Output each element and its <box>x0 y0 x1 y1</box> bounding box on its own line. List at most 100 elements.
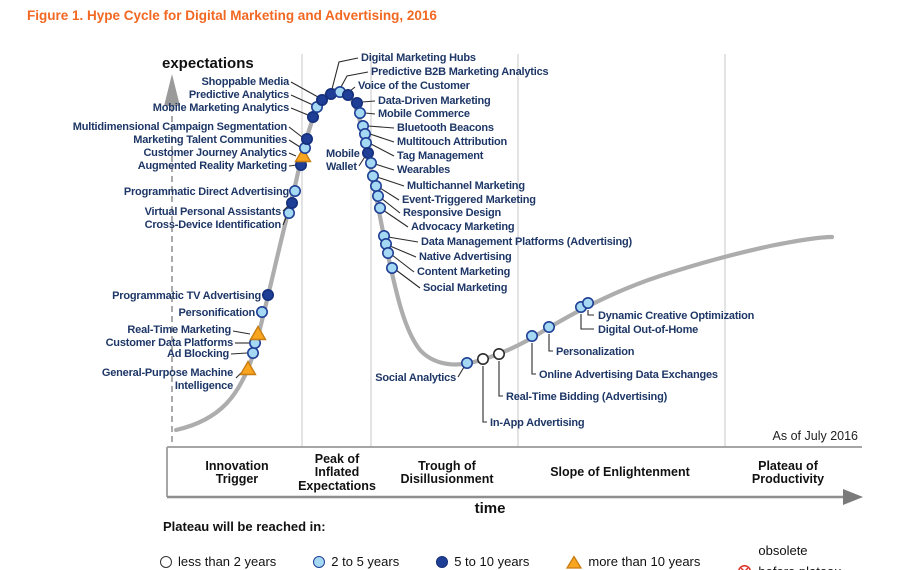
connector-line <box>364 112 376 115</box>
phase-line: Inflated <box>314 465 360 480</box>
legend-label: 5 to 10 years <box>454 554 530 569</box>
hype-item-social-analytics: Social Analytics <box>375 356 473 384</box>
connector-line <box>370 143 395 157</box>
hype-item-data-driven-marketing: Data-Driven Marketing <box>350 95 491 110</box>
y-axis-arrow-icon <box>164 74 180 106</box>
legend-item-2-to-5-years: 2 to 5 years <box>313 554 399 569</box>
connector-line <box>587 310 594 316</box>
legend-label: more than 10 years <box>588 554 701 569</box>
item-label: Social Marketing <box>423 282 507 294</box>
dot-2-to-5-years <box>373 202 386 215</box>
hype-item-programmatic-tv-advertising: Programmatic TV Advertising <box>112 288 274 302</box>
item-label: Digital Marketing Hubs <box>361 52 476 64</box>
connector-line <box>387 236 419 243</box>
item-label: Social Analytics <box>375 372 456 384</box>
dot-2-to-5-years <box>581 296 594 309</box>
legend-label: 2 to 5 years <box>331 554 400 569</box>
dot-5-to-10-years <box>361 147 374 160</box>
item-label: Bluetooth Beacons <box>397 122 494 134</box>
item-label: Marketing Talent Communities <box>133 134 287 146</box>
item-label: Predictive Analytics <box>189 89 289 101</box>
circle-dark-blue-icon <box>436 555 449 568</box>
triangle-more-than-10-years <box>239 360 257 376</box>
connector-line <box>290 107 309 116</box>
connector-line <box>482 366 487 423</box>
hype-item-social-marketing: Social Marketing <box>385 261 507 294</box>
hype-item-programmatic-direct-advertising: Programmatic Direct Advertising <box>124 185 301 198</box>
item-label: Personalization <box>556 346 635 358</box>
hype-item-shoppable-media: Shoppable Media <box>202 76 328 107</box>
connector-line <box>391 254 415 273</box>
hype-item-predictive-b2b-marketing-analytics: Predictive B2B Marketing Analytics <box>333 66 549 99</box>
dot-2-to-5-years <box>247 346 260 359</box>
connector-line <box>331 57 359 90</box>
item-label: Programmatic Direct Advertising <box>124 186 289 198</box>
item-label: Predictive B2B Marketing Analytics <box>371 66 548 78</box>
dot-2-to-5-years <box>460 356 473 369</box>
dot-5-to-10-years <box>350 97 363 110</box>
hype-item-wearables: Wearables <box>364 157 450 176</box>
phase-peak-of-inflated-expectations: Peak of Inflated Expectations <box>298 451 376 495</box>
item-label: Multichannel Marketing <box>407 180 525 192</box>
connector-line <box>290 94 314 106</box>
item-label: Digital Out-of-Home <box>598 324 698 336</box>
dot-5-to-10-years <box>261 288 274 301</box>
connector-line <box>369 133 395 143</box>
dot-2-to-5-years <box>371 190 384 203</box>
item-label: Customer Journey Analytics <box>143 147 287 159</box>
item-label: Programmatic TV Advertising <box>112 290 261 302</box>
dot-2-to-5-years <box>542 320 555 333</box>
hype-item-advocacy-marketing: Advocacy Marketing <box>373 202 515 233</box>
figure-title: Figure 1. Hype Cycle for Digital Marketi… <box>27 8 437 23</box>
hype-item-online-advertising-data-exchanges: Online Advertising Data Exchanges <box>525 329 718 381</box>
hype-item-predictive-analytics: Predictive Analytics <box>189 89 323 114</box>
item-label: Augmented Reality Marketing <box>138 160 287 172</box>
item-label: Mobile Commerce <box>378 108 470 120</box>
legend-label: less than 2 years <box>178 554 277 569</box>
connector-line <box>531 343 536 375</box>
item-label: Voice of the Customer <box>358 80 471 92</box>
hype-item-personalization: Personalization <box>542 320 635 358</box>
hype-item-voice-of-the-customer: Voice of the Customer <box>341 80 471 102</box>
hype-item-multidimensional-campaign-segmentation: Multidimensional Campaign Segmentation <box>73 121 313 146</box>
legend-item-obsolete-before-plateau: obsolete before plateau <box>737 543 842 570</box>
as-of-date: As of July 2016 <box>772 429 858 443</box>
legend-label: obsolete <box>758 543 808 558</box>
connector-line <box>498 361 503 397</box>
hype-item-dynamic-creative-optimization: Dynamic Creative Optimization <box>581 296 755 322</box>
item-label: Content Marketing <box>417 266 510 278</box>
connector-line <box>395 269 421 289</box>
dot-2-to-5-years <box>385 261 398 274</box>
connector-line <box>290 81 319 98</box>
dot-2-to-5-years <box>381 247 394 260</box>
connector-line <box>379 187 400 201</box>
hype-item-ad-blocking: Ad Blocking <box>167 346 260 360</box>
item-label: Real-Time Marketing <box>127 324 231 336</box>
item-label: Wearables <box>397 164 450 176</box>
hype-item-in-app-advertising: In-App Advertising <box>476 352 585 429</box>
connector-line <box>548 334 553 352</box>
circle-x-red-icon <box>738 564 752 570</box>
hype-item-marketing-talent-communities: Marketing Talent Communities <box>133 134 311 155</box>
connector-line <box>376 176 405 187</box>
phase-line: Plateau of <box>758 458 818 473</box>
connector-line <box>232 330 251 335</box>
hype-item-bluetooth-beacons: Bluetooth Beacons <box>356 120 494 134</box>
hype-item-mobile-commerce: Mobile Commerce <box>353 107 470 120</box>
item-label: Multidimensional Campaign Segmentation <box>73 121 288 133</box>
hype-item-multitouch-attribution: Multitouch Attribution <box>358 128 508 148</box>
item-label: Multitouch Attribution <box>397 136 508 148</box>
dot-2-to-5-years <box>364 157 377 170</box>
item-label: Shoppable Media <box>202 76 291 88</box>
time-axis-arrow-icon <box>843 489 863 505</box>
hype-item-virtual-personal-assistants: Virtual Personal Assistants <box>145 197 298 218</box>
item-label: General-Purpose Machine Intelligence <box>102 367 233 392</box>
triangle-orange-icon <box>566 554 583 569</box>
legend-label: before plateau <box>758 564 841 570</box>
connector-line <box>374 163 395 171</box>
item-label: Native Advertising <box>419 251 512 263</box>
item-label: Virtual Personal Assistants <box>145 206 282 218</box>
item-label: Event-Triggered Marketing <box>402 194 536 206</box>
hype-item-content-marketing: Content Marketing <box>381 247 510 278</box>
